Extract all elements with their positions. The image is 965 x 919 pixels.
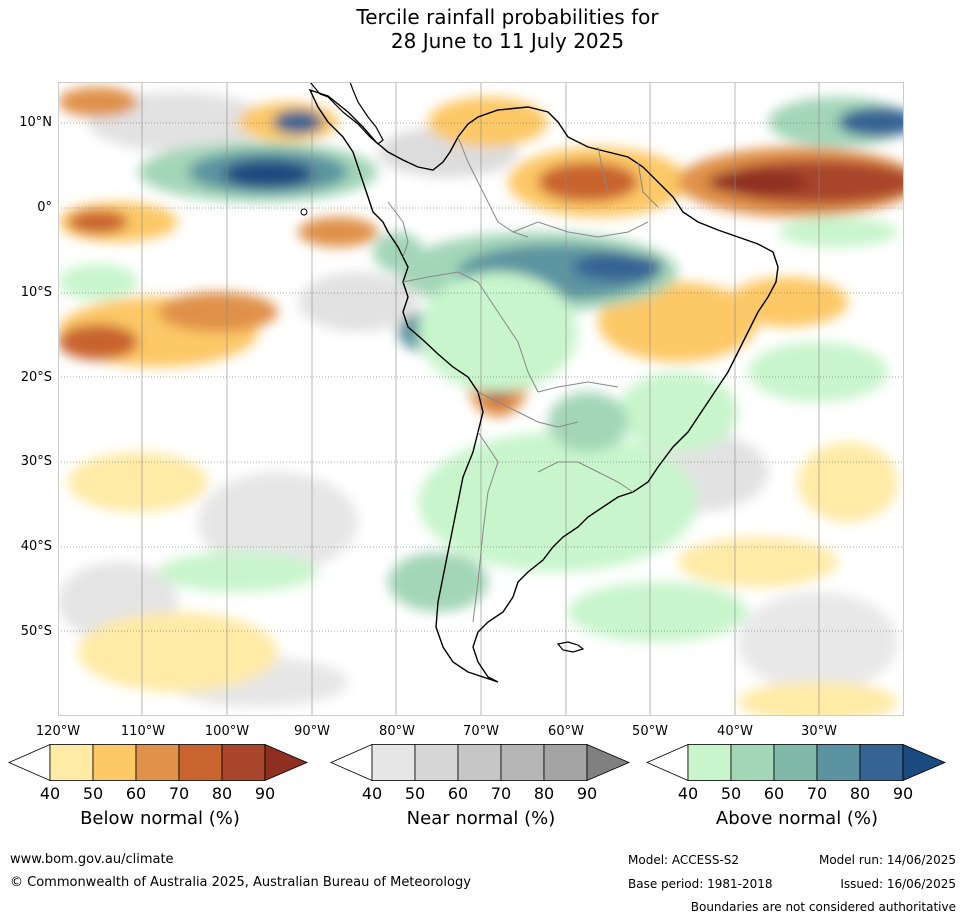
- longitude-gridlines: [141, 82, 820, 716]
- colorbar-tick-label: 70: [168, 784, 190, 803]
- south-america-coastline: [308, 88, 779, 683]
- colorbar-segment: [730, 744, 775, 781]
- colorbar-segment: [49, 744, 94, 781]
- copyright-text: © Commonwealth of Australia 2025, Austra…: [10, 875, 471, 890]
- lon-label: 70°W: [463, 724, 499, 739]
- colorbar-label-above: Above normal (%): [715, 808, 879, 829]
- central-america-coastline: [309, 82, 384, 145]
- model-run-date: Model run: 14/06/2025: [818, 853, 956, 867]
- colorbar-label-below: Below normal (%): [80, 808, 240, 829]
- lon-label: 120°W: [35, 724, 81, 739]
- colorbar-above: [646, 744, 947, 781]
- colorbar-low-extend: [330, 744, 373, 781]
- colorbar-segment: [859, 744, 904, 781]
- lat-label: 10°N: [19, 115, 52, 130]
- colorbar-tick-label: 70: [806, 784, 828, 803]
- colorbar-high-extend: [264, 744, 309, 781]
- country-boundaries: [387, 136, 659, 623]
- base-period: Base period: 1981-2018: [628, 877, 773, 891]
- probability-map: [58, 82, 904, 716]
- chart-title: Tercile rainfall probabilities for: [356, 5, 659, 29]
- colorbar-low-extend: [8, 744, 51, 781]
- colorbar-near: [330, 744, 631, 781]
- galapagos-islands: [300, 208, 308, 216]
- colorbar-segment: [414, 744, 459, 781]
- colorbar-tick-label: 40: [39, 784, 61, 803]
- colorbar-high-extend: [902, 744, 947, 781]
- colorbar-tick-label: 50: [404, 784, 426, 803]
- issued-date: Issued: 16/06/2025: [840, 877, 956, 891]
- colorbar-tick-label: 60: [763, 784, 785, 803]
- colorbar-tick-label: 90: [254, 784, 276, 803]
- colorbar-segment: [543, 744, 588, 781]
- colorbar-tick-label: 90: [892, 784, 914, 803]
- colorbar-label-near: Near normal (%): [406, 808, 556, 829]
- colorbar-segment: [135, 744, 180, 781]
- lat-label: 50°S: [20, 624, 52, 639]
- colorbar-below: [8, 744, 309, 781]
- colorbar-tick-label: 90: [576, 784, 598, 803]
- colorbar-segment: [687, 744, 732, 781]
- colorbar-tick-label: 80: [533, 784, 555, 803]
- colorbar-segment: [178, 744, 223, 781]
- colorbar-high-extend: [586, 744, 631, 781]
- colorbar-segment: [92, 744, 137, 781]
- lon-label: 90°W: [294, 724, 330, 739]
- lon-label: 30°W: [801, 724, 837, 739]
- website-link[interactable]: www.bom.gov.au/climate: [10, 852, 174, 867]
- colorbar-tick-label: 60: [447, 784, 469, 803]
- colorbar-segment: [371, 744, 416, 781]
- model-name: Model: ACCESS-S2: [628, 853, 740, 867]
- lat-label: 40°S: [20, 539, 52, 554]
- colorbar-tick-label: 80: [211, 784, 233, 803]
- lon-label: 100°W: [204, 724, 250, 739]
- lat-label: 20°S: [20, 370, 52, 385]
- lon-label: 40°W: [717, 724, 753, 739]
- colorbar-tick-label: 50: [82, 784, 104, 803]
- lon-label: 50°W: [632, 724, 668, 739]
- colorbar-tick-label: 70: [490, 784, 512, 803]
- colorbar-tick-label: 40: [677, 784, 699, 803]
- colorbar-tick-label: 50: [720, 784, 742, 803]
- falkland-islands: [556, 641, 585, 653]
- colorbar-segment: [773, 744, 818, 781]
- colorbar-tick-label: 80: [849, 784, 871, 803]
- lat-label: 30°S: [20, 454, 52, 469]
- lat-label: 0°: [37, 200, 52, 215]
- chart-subtitle: 28 June to 11 July 2025: [390, 29, 625, 53]
- colorbar-segment: [816, 744, 861, 781]
- lon-label: 110°W: [120, 724, 166, 739]
- colorbar-tick-label: 40: [361, 784, 383, 803]
- colorbar-low-extend: [646, 744, 689, 781]
- lon-label: 60°W: [548, 724, 584, 739]
- colorbar-segment: [457, 744, 502, 781]
- lat-label: 10°S: [20, 285, 52, 300]
- boundary-disclaimer: Boundaries are not considered authoritat…: [690, 900, 956, 914]
- colorbar-tick-label: 60: [125, 784, 147, 803]
- colorbar-segment: [500, 744, 545, 781]
- lon-label: 80°W: [379, 724, 415, 739]
- colorbar-segment: [221, 744, 266, 781]
